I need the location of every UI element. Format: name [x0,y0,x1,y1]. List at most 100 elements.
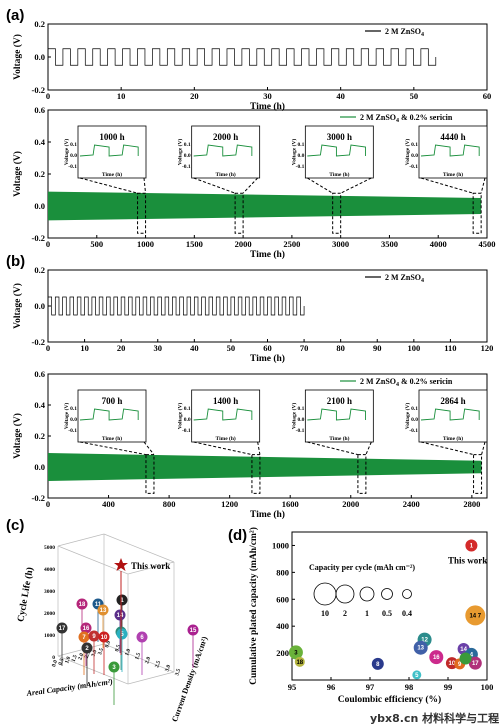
size-legend-circle [381,588,393,600]
bubble-label: 4 [470,652,474,658]
data-point-5 [116,628,128,640]
voltage-series-band [48,453,482,481]
x-axis-label: Time (h) [250,509,285,520]
y-axis-label: Voltage (V) [12,413,23,459]
inset-voltage-line [307,144,366,157]
bubble-17 [468,656,482,670]
panel-a-top-chart: 0 10 20 30 40 50 60 -0.2 0.0 0.2 Time (h) Voltage (… [12,19,491,112]
size-legend-circle [335,584,355,604]
inset-y-tick: 0.1 [184,142,191,148]
panel-b-top-chart: 0 10 20 30 40 50 60 70 80 90 100 110 120 -0.2 0.0 0.2 Ti… [12,265,493,364]
size-legend-circle [359,586,375,602]
box-edge [57,643,105,657]
y-tick-label: 1.5 [134,652,142,661]
inset-y-label: Voltage (V) [290,139,297,166]
inset-y-tick: -0.1 [409,164,418,170]
x-tick-label: 20 [117,343,126,353]
y-tick-label: -0.2 [32,493,45,503]
point-label: 18 [79,602,86,608]
data-point-6 [136,631,148,643]
inset-y-tick: 0.1 [297,406,304,412]
data-point-16 [80,622,92,634]
bubble-1 [465,539,478,552]
inset-y-tick: 0.0 [411,153,418,159]
box-edge [103,533,175,563]
bubble-label: 3 [294,650,298,656]
point-label: 13 [100,608,107,614]
box-edge [127,671,175,685]
x-tick-label: 2000 [342,499,359,509]
data-point-1 [116,594,128,606]
panel-d-label: (d) [228,527,247,544]
bubble-label: 10 [449,661,456,667]
inset-voltage-line [79,144,139,157]
point-label: 5 [120,632,124,638]
inset-frame [191,125,261,179]
inset-voltage-line [193,144,253,157]
bubble-label: 8 [376,662,380,668]
inset-frame [418,125,488,179]
x-tick-label: 1600 [282,499,299,509]
x-tick-label: 0.0 [51,659,59,668]
data-point-9 [88,630,100,642]
inset-voltage-line [420,408,480,421]
y-tick-label: 0.2 [34,265,45,275]
y-tick-label: 0.0 [104,640,112,649]
x-tick-label: 500 [90,239,103,249]
inset-voltage-line [420,144,480,157]
inset-y-label: Voltage (V) [290,403,297,430]
bubble-13 [413,640,428,655]
inset-y-label: Voltage (V) [63,403,70,430]
y-tick-label: 3.5 [174,668,182,677]
inset-y-tick: 0.1 [411,406,418,412]
inset-0: 700 h Time (h) Voltage (V)-0.1 0.0 0.1 [63,389,155,494]
y-tick-label: 2.0 [144,656,152,665]
inset-y-label: Voltage (V) [177,403,184,430]
inset-x-label: Time (h) [102,435,122,442]
x-tick-label: 60 [483,91,492,101]
zoom-box [251,454,261,494]
inset-y-tick: 0.0 [184,153,191,159]
inset-y-tick: 0.1 [184,406,191,412]
x-tick-label: 98 [405,682,414,692]
inset-frame [418,389,488,443]
inset-title: 1400 h [213,396,238,406]
inset-connector [193,177,259,194]
data-point-13 [97,604,109,616]
inset-y-tick: 0.0 [297,153,304,159]
x-tick-label: 3.0 [90,649,98,658]
y-axis-label: Cumulative plated capacity (mAh/cm²) [248,527,259,685]
inset-voltage-line [79,408,139,421]
x-tick-label: 99 [444,682,453,692]
x-tick-label: 2400 [403,499,420,509]
x-tick-label: 3.5 [97,647,105,656]
inset-2: 2100 h Time (h) Voltage (V)-0.1 0.0 0.1 [290,389,374,494]
inset-frame [77,125,147,179]
y-tick-label: 200 [276,648,289,658]
size-legend-title: Capacity per cycle (mAh cm⁻²) [309,563,415,572]
watermark: ybx8.cn 材料科学与工程 [370,711,499,725]
y-tick-label: 0.2 [34,19,45,29]
bubble-18 [294,656,305,667]
x-tick-label: 40 [336,91,345,101]
inset-y-tick: 0.1 [70,406,77,412]
x-tick-label: 40 [190,343,199,353]
size-legend-circle [313,582,337,606]
inset-title: 3000 h [327,132,352,142]
inset-y-tick: 0.0 [184,417,191,423]
voltage-series-band [48,191,482,221]
x-tick-label: 97 [366,682,375,692]
x-tick-label: 400 [102,499,115,509]
x-tick-label: 2500 [283,239,300,249]
inset-y-tick: -0.1 [182,428,191,434]
point-label: 10 [101,635,108,641]
x-tick-label: 120 [481,343,494,353]
inset-voltage-line [193,408,253,421]
x-tick-label: 10 [117,91,126,101]
data-point-3 [108,661,120,673]
bubble-label: 12 [421,638,428,644]
bubble-label: 9 [458,662,462,668]
inset-connector [420,441,486,456]
y-tick-label: -0.2 [32,337,45,347]
x-tick-label: 3500 [381,239,398,249]
